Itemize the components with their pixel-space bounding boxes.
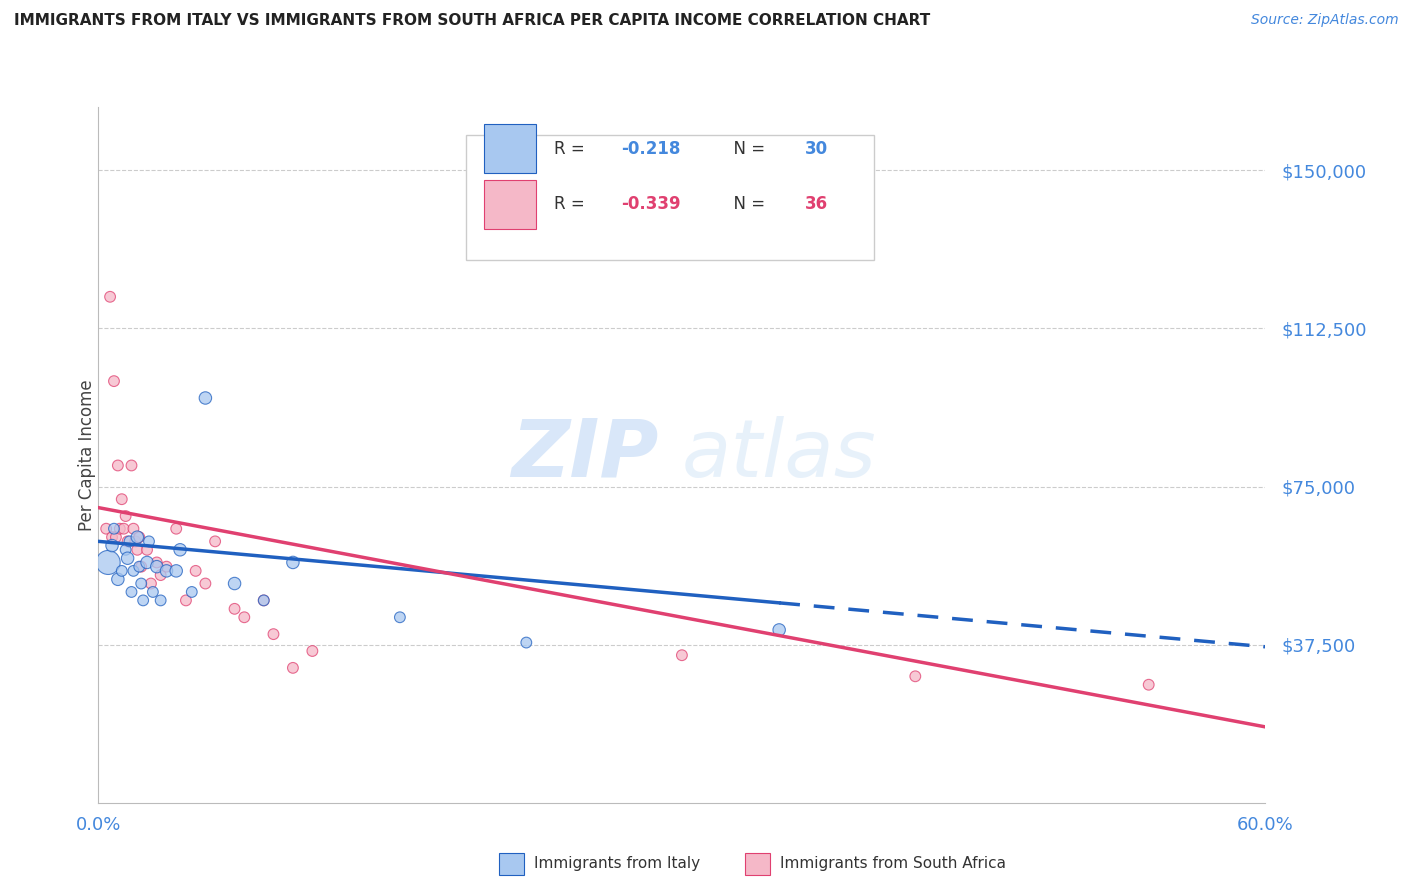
Point xyxy=(101,539,124,553)
Text: Immigrants from South Africa: Immigrants from South Africa xyxy=(780,856,1007,871)
Point xyxy=(108,522,131,536)
Point xyxy=(155,564,177,578)
Point xyxy=(262,627,284,641)
Point xyxy=(111,564,134,578)
Point xyxy=(184,564,207,578)
Point xyxy=(1137,678,1160,692)
Point xyxy=(224,602,246,616)
Point xyxy=(174,593,197,607)
Point xyxy=(204,534,226,549)
Text: Source: ZipAtlas.com: Source: ZipAtlas.com xyxy=(1251,13,1399,28)
Point xyxy=(169,542,191,557)
Point xyxy=(128,530,150,544)
Point xyxy=(127,530,149,544)
Point xyxy=(233,610,256,624)
Text: ZIP: ZIP xyxy=(512,416,658,494)
Text: R =: R = xyxy=(554,140,589,158)
Point xyxy=(139,576,162,591)
Point xyxy=(104,530,127,544)
Point xyxy=(155,559,177,574)
Text: -0.218: -0.218 xyxy=(621,140,681,158)
Point xyxy=(97,556,120,570)
Point xyxy=(101,530,124,544)
Point xyxy=(165,564,187,578)
Point xyxy=(388,610,411,624)
Point xyxy=(117,534,139,549)
Point xyxy=(136,556,159,570)
Point xyxy=(142,585,165,599)
Text: 30: 30 xyxy=(804,140,828,158)
Point xyxy=(127,542,149,557)
FancyBboxPatch shape xyxy=(465,135,875,260)
Point xyxy=(194,576,217,591)
Point xyxy=(121,585,143,599)
Point xyxy=(224,576,246,591)
Point xyxy=(149,593,172,607)
Text: -0.339: -0.339 xyxy=(621,195,681,213)
Point xyxy=(165,522,187,536)
Point xyxy=(111,492,134,507)
Point xyxy=(138,534,160,549)
Point xyxy=(122,564,145,578)
Text: N =: N = xyxy=(723,195,770,213)
Point xyxy=(146,556,169,570)
Point xyxy=(114,542,136,557)
Point xyxy=(121,458,143,473)
Point xyxy=(281,556,304,570)
Point xyxy=(112,522,135,536)
Point xyxy=(253,593,276,607)
Point xyxy=(107,458,129,473)
Point xyxy=(117,551,139,566)
Text: R =: R = xyxy=(554,195,589,213)
Point xyxy=(515,635,537,649)
Point xyxy=(281,661,304,675)
Text: IMMIGRANTS FROM ITALY VS IMMIGRANTS FROM SOUTH AFRICA PER CAPITA INCOME CORRELAT: IMMIGRANTS FROM ITALY VS IMMIGRANTS FROM… xyxy=(14,13,931,29)
Point xyxy=(107,572,129,586)
Point xyxy=(671,648,693,663)
Point xyxy=(129,576,152,591)
Point xyxy=(132,593,155,607)
Point xyxy=(128,559,150,574)
Point xyxy=(103,374,125,388)
Bar xyxy=(484,125,536,173)
Point xyxy=(122,522,145,536)
Bar xyxy=(484,180,536,229)
Text: atlas: atlas xyxy=(682,416,877,494)
Point xyxy=(180,585,202,599)
Point xyxy=(124,534,146,549)
Point xyxy=(194,391,217,405)
Text: 36: 36 xyxy=(804,195,828,213)
Point xyxy=(118,534,141,549)
Point xyxy=(96,522,118,536)
Point xyxy=(146,559,169,574)
Point xyxy=(253,593,276,607)
Point xyxy=(129,559,152,574)
Text: N =: N = xyxy=(723,140,770,158)
Point xyxy=(103,522,125,536)
Point xyxy=(136,542,159,557)
Point xyxy=(904,669,927,683)
Point xyxy=(149,568,172,582)
Point xyxy=(114,509,136,524)
Point xyxy=(301,644,323,658)
Point xyxy=(768,623,790,637)
Point xyxy=(98,290,121,304)
Y-axis label: Per Capita Income: Per Capita Income xyxy=(79,379,96,531)
Text: Immigrants from Italy: Immigrants from Italy xyxy=(534,856,700,871)
